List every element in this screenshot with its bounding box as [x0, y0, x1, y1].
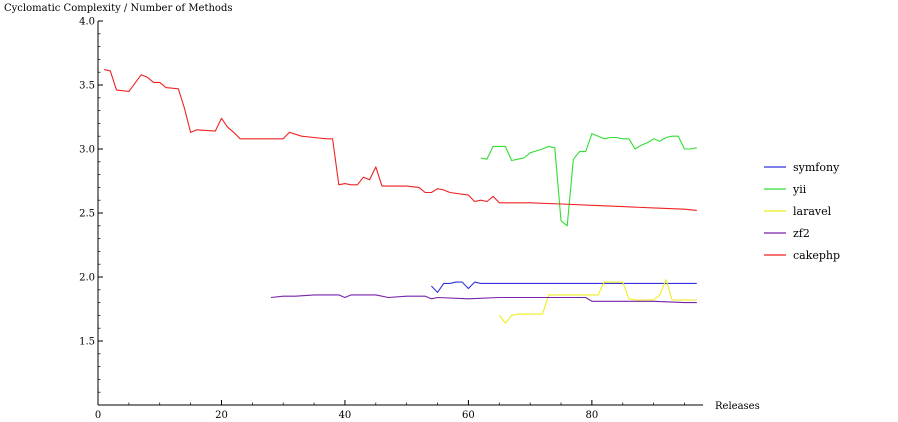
x-tick-label: 20 — [215, 410, 228, 421]
y-tick-label: 2.5 — [79, 209, 95, 220]
y-tick-label: 3.0 — [79, 145, 95, 156]
axes: 1.5 2.0 2.5 3.0 3.5 4.0 0 20 40 60 80 Cyclomatic Co… — [4, 3, 760, 421]
series-line-cakephp — [104, 69, 697, 211]
legend: symfony yii laravel zf2 cakephp — [764, 161, 840, 262]
series-line-symfony — [431, 281, 697, 293]
series-line-laravel — [498, 279, 697, 324]
x-tick-label: 40 — [339, 410, 352, 421]
x-axis-title: Releases — [715, 401, 760, 412]
legend-label-yii: yii — [792, 183, 807, 196]
legend-label-zf2: zf2 — [793, 227, 810, 240]
y-tick-label: 4.0 — [79, 17, 95, 28]
y-tick-label: 2.0 — [79, 273, 95, 284]
y-tick-label: 1.5 — [79, 337, 95, 348]
series-line-yii — [480, 133, 697, 227]
series-line-zf2 — [270, 294, 697, 304]
legend-label-laravel: laravel — [793, 205, 832, 218]
y-tick-label: 3.5 — [79, 81, 95, 92]
legend-label-symfony: symfony — [793, 161, 840, 174]
y-axis-title: Cyclomatic Complexity / Number of Method… — [4, 3, 233, 14]
x-tick-label: 60 — [462, 410, 475, 421]
x-tick-label: 0 — [95, 410, 101, 421]
x-tick-label: 80 — [586, 410, 599, 421]
legend-label-cakephp: cakephp — [793, 249, 840, 262]
series-layer — [104, 69, 697, 324]
